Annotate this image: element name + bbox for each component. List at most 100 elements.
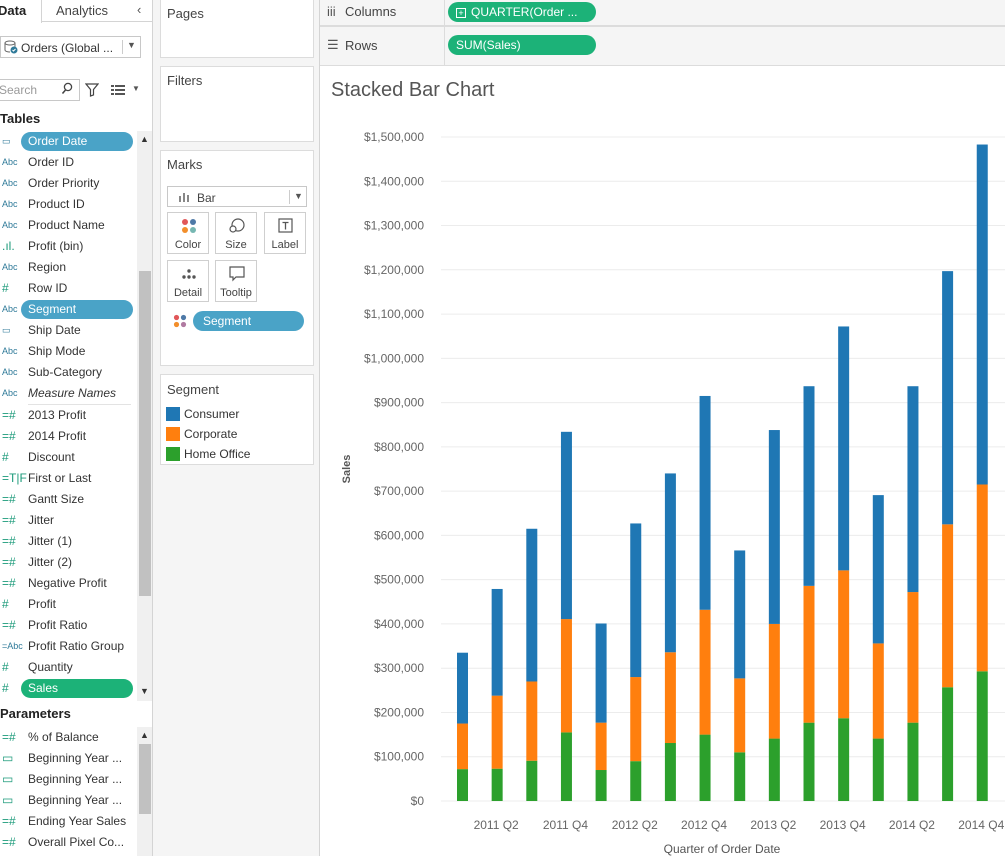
bar-segment-home-office[interactable] bbox=[942, 687, 954, 801]
field-item[interactable]: ▭ Order Date bbox=[0, 131, 137, 152]
bar-segment-home-office[interactable] bbox=[976, 671, 988, 801]
segment-mark-pill[interactable]: Segment bbox=[193, 311, 304, 331]
bar-segment-home-office[interactable] bbox=[699, 734, 711, 801]
field-item[interactable]: =# Jitter bbox=[0, 510, 137, 531]
field-item[interactable]: =# Jitter (2) bbox=[0, 552, 137, 573]
field-item[interactable]: # Sales bbox=[0, 678, 137, 699]
field-item[interactable]: =# Jitter (1) bbox=[0, 531, 137, 552]
search-icon[interactable] bbox=[62, 82, 74, 96]
bar-segment-corporate[interactable] bbox=[526, 681, 538, 761]
bar-segment-home-office[interactable] bbox=[734, 752, 746, 801]
field-item[interactable]: # Quantity bbox=[0, 657, 137, 678]
rows-pill[interactable]: SUM(Sales) bbox=[448, 35, 596, 55]
bar-segment-consumer[interactable] bbox=[838, 326, 850, 571]
field-item[interactable]: # Row ID bbox=[0, 278, 137, 299]
bar-segment-consumer[interactable] bbox=[526, 528, 538, 682]
mark-type-dropdown[interactable]: Bar ▼ bbox=[167, 186, 307, 207]
chevron-down-icon[interactable]: ▼ bbox=[294, 191, 303, 201]
view-list-icon[interactable] bbox=[111, 84, 125, 96]
param-scroll-thumb[interactable] bbox=[139, 744, 151, 814]
bar-segment-corporate[interactable] bbox=[942, 524, 954, 688]
parameter-item[interactable]: =# Ending Year Sales bbox=[0, 811, 137, 832]
parameters-scrollbar[interactable]: ▲ bbox=[137, 727, 152, 856]
bar-segment-corporate[interactable] bbox=[872, 643, 884, 739]
bar-segment-consumer[interactable] bbox=[630, 523, 642, 678]
field-item[interactable]: =# Negative Profit bbox=[0, 573, 137, 594]
bar-segment-consumer[interactable] bbox=[491, 588, 503, 696]
field-item[interactable]: # Discount bbox=[0, 447, 137, 468]
field-item[interactable]: Abc Product ID bbox=[0, 194, 137, 215]
bar-segment-home-office[interactable] bbox=[595, 770, 607, 801]
collapse-pane-icon[interactable]: ‹ bbox=[137, 2, 142, 17]
bar-segment-consumer[interactable] bbox=[803, 386, 815, 586]
view-options-arrow-icon[interactable]: ▼ bbox=[132, 84, 140, 93]
color-button[interactable]: Color bbox=[167, 212, 209, 254]
field-item[interactable]: # Profit bbox=[0, 594, 137, 615]
field-item[interactable]: Abc Sub-Category bbox=[0, 362, 137, 383]
bar-segment-corporate[interactable] bbox=[803, 585, 815, 723]
parameter-item[interactable]: =# % of Balance bbox=[0, 727, 137, 748]
pages-card[interactable]: Pages bbox=[160, 0, 314, 58]
bar-segment-corporate[interactable] bbox=[560, 619, 572, 733]
scroll-up-icon[interactable]: ▲ bbox=[140, 134, 149, 144]
filters-card[interactable]: Filters bbox=[160, 66, 314, 142]
field-item[interactable]: =# 2014 Profit bbox=[0, 426, 137, 447]
bar-segment-consumer[interactable] bbox=[734, 550, 746, 679]
bar-segment-corporate[interactable] bbox=[976, 484, 988, 672]
bar-segment-corporate[interactable] bbox=[838, 570, 850, 719]
bar-segment-consumer[interactable] bbox=[699, 395, 711, 610]
parameter-item[interactable]: ▭ Beginning Year ... bbox=[0, 769, 137, 790]
filter-icon[interactable] bbox=[85, 83, 99, 97]
bar-segment-consumer[interactable] bbox=[768, 430, 780, 624]
bar-segment-home-office[interactable] bbox=[872, 738, 884, 801]
bar-segment-consumer[interactable] bbox=[976, 144, 988, 485]
segment-color-mark[interactable]: Segment bbox=[173, 311, 305, 331]
datasource-selector[interactable]: Orders (Global ... ▼ bbox=[0, 36, 141, 58]
tab-data[interactable]: Data bbox=[0, 0, 42, 23]
bar-segment-home-office[interactable] bbox=[457, 769, 468, 801]
bar-segment-consumer[interactable] bbox=[595, 623, 607, 723]
parameter-item[interactable]: ▭ Beginning Year ... bbox=[0, 748, 137, 769]
bar-segment-home-office[interactable] bbox=[768, 738, 780, 801]
rows-shelf[interactable]: ☰ Rows SUM(Sales) bbox=[320, 26, 1005, 66]
expand-plus-icon[interactable]: + bbox=[456, 8, 466, 18]
search-input[interactable] bbox=[0, 81, 59, 99]
bar-segment-home-office[interactable] bbox=[907, 722, 919, 801]
bar-segment-home-office[interactable] bbox=[803, 722, 815, 801]
bar-segment-home-office[interactable] bbox=[838, 718, 850, 801]
bar-segment-corporate[interactable] bbox=[595, 722, 607, 771]
label-button[interactable]: Label bbox=[264, 212, 306, 254]
bar-segment-home-office[interactable] bbox=[560, 732, 572, 801]
field-item[interactable]: Abc Product Name bbox=[0, 215, 137, 236]
bar-segment-consumer[interactable] bbox=[942, 271, 954, 525]
bar-segment-corporate[interactable] bbox=[664, 652, 676, 744]
columns-pill[interactable]: + QUARTER(Order ... bbox=[448, 2, 596, 22]
field-item[interactable]: Abc Ship Mode bbox=[0, 341, 137, 362]
scroll-thumb[interactable] bbox=[139, 271, 151, 596]
field-item[interactable]: =Abc Profit Ratio Group bbox=[0, 636, 137, 657]
bar-segment-home-office[interactable] bbox=[526, 760, 538, 801]
tab-analytics[interactable]: Analytics bbox=[56, 3, 109, 18]
field-item[interactable]: =# 2013 Profit bbox=[0, 405, 137, 426]
bar-segment-consumer[interactable] bbox=[872, 495, 884, 644]
bar-segment-consumer[interactable] bbox=[664, 473, 676, 653]
bar-segment-corporate[interactable] bbox=[907, 592, 919, 723]
bar-segment-corporate[interactable] bbox=[699, 609, 711, 735]
bar-segment-corporate[interactable] bbox=[768, 623, 780, 739]
field-item[interactable]: Abc Segment bbox=[0, 299, 137, 320]
bar-segment-home-office[interactable] bbox=[491, 768, 503, 801]
dropdown-arrow-icon[interactable]: ▼ bbox=[127, 40, 136, 50]
field-item[interactable]: Abc Region bbox=[0, 257, 137, 278]
tooltip-button[interactable]: Tooltip bbox=[215, 260, 257, 302]
bar-segment-consumer[interactable] bbox=[907, 386, 919, 593]
bar-segment-home-office[interactable] bbox=[630, 761, 642, 801]
field-item[interactable]: Abc Order Priority bbox=[0, 173, 137, 194]
field-item[interactable]: .ıl. Profit (bin) bbox=[0, 236, 137, 257]
field-item[interactable]: Abc Order ID bbox=[0, 152, 137, 173]
field-item[interactable]: =# Gantt Size bbox=[0, 489, 137, 510]
bar-segment-corporate[interactable] bbox=[491, 695, 503, 769]
param-scroll-up-icon[interactable]: ▲ bbox=[140, 730, 149, 740]
fields-scrollbar[interactable]: ▲ ▼ bbox=[137, 131, 152, 701]
search-box[interactable] bbox=[0, 79, 80, 101]
detail-button[interactable]: Detail bbox=[167, 260, 209, 302]
